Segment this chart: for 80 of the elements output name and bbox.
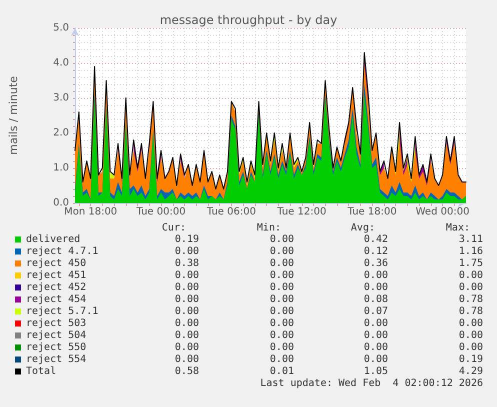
y-tick-label: 4.0 <box>53 58 69 68</box>
text: 0.00 <box>174 318 199 329</box>
legend-label: Total <box>26 366 56 377</box>
text: 0.12 <box>364 246 388 257</box>
y-tick-label: 5.0 <box>53 22 69 34</box>
y-tick-label: 3.0 <box>53 92 69 104</box>
legend-label: reject 554 <box>26 354 86 365</box>
text: 0.00 <box>174 342 199 353</box>
text: 0.19 <box>458 354 483 365</box>
text: 3.11 <box>458 234 483 245</box>
x-tick-label: Tue 12:00 <box>276 206 326 218</box>
text: 0.00 <box>364 318 388 329</box>
legend-label: reject 4.7.1 <box>26 246 98 257</box>
legend-label: reject 550 <box>26 342 86 353</box>
text: 0.00 <box>458 330 483 341</box>
text: 0.00 <box>174 282 199 293</box>
text: 0.00 <box>270 270 294 281</box>
text: 0.00 <box>270 306 294 317</box>
y-tick-label: 2.0 <box>53 128 69 138</box>
text: 0.00 <box>174 270 199 281</box>
text: 0.00 <box>458 282 483 293</box>
text: 0.00 <box>174 354 199 365</box>
text: 0.00 <box>270 318 294 329</box>
text: 0.78 <box>458 294 483 305</box>
legend-label: reject 5.7.1 <box>26 306 98 317</box>
text: 0.19 <box>174 234 199 245</box>
text: 0.00 <box>174 330 199 341</box>
text: 0.00 <box>174 246 199 257</box>
text: Min: <box>256 222 281 234</box>
text: 0.00 <box>270 342 294 353</box>
text: 0.38 <box>174 258 199 269</box>
text: 0.00 <box>364 270 388 281</box>
text: 1.75 <box>458 258 483 269</box>
text: 0.00 <box>270 294 294 305</box>
legend-label: reject 452 <box>26 282 86 293</box>
text: 0.58 <box>174 366 199 377</box>
x-tick-label: Wed 00:00 <box>416 206 470 218</box>
legend-label: reject 451 <box>26 270 86 281</box>
text: 0.07 <box>364 306 388 317</box>
text: Max: <box>446 222 470 234</box>
line-series <box>74 52 466 190</box>
legend-label: reject 504 <box>26 330 86 341</box>
chart-title: message throughput - by day <box>160 13 338 27</box>
text: 0.00 <box>270 258 294 269</box>
text: 0.00 <box>270 354 294 365</box>
legend-label: delivered <box>26 234 80 245</box>
text: Avg: <box>350 222 375 234</box>
x-tick-label: Tue 18:00 <box>346 206 397 218</box>
text: Cur: <box>162 222 186 234</box>
y-tick-label: 1.0 <box>53 162 69 174</box>
legend-label: reject 454 <box>26 294 86 305</box>
legend-label: reject 450 <box>26 258 86 269</box>
text: 0.00 <box>270 246 294 257</box>
x-tick-label: Tue 00:00 <box>135 206 186 218</box>
text: 0.01 <box>270 366 294 377</box>
x-tick-label: Mon 18:00 <box>64 206 118 218</box>
text: 0.00 <box>458 270 483 281</box>
text: Last update: Wed Feb 4 02:00:12 2026 <box>260 378 483 389</box>
text: 0.00 <box>458 318 483 329</box>
text: 4.29 <box>458 366 483 377</box>
text: 0.00 <box>270 330 294 341</box>
text: 0.08 <box>364 294 388 305</box>
text: 0.00 <box>270 234 294 245</box>
text: 0.00 <box>364 330 388 341</box>
legend-label: reject 503 <box>26 318 86 329</box>
y-axis-title: mails / minute <box>7 76 20 155</box>
text: 0.36 <box>364 258 388 269</box>
x-tick-label: Tue 06:00 <box>206 206 256 218</box>
y-tick-label: 0.0 <box>53 198 69 208</box>
text: 0.42 <box>364 234 388 245</box>
text: 0.78 <box>458 306 483 317</box>
text: 0.00 <box>364 342 388 353</box>
text: 0.00 <box>364 282 388 293</box>
text: 0.00 <box>270 282 294 293</box>
text: 1.05 <box>364 366 388 377</box>
text: 0.00 <box>174 306 199 317</box>
text: 0.00 <box>364 354 388 365</box>
text: 0.00 <box>458 342 483 353</box>
text: 1.16 <box>458 246 483 257</box>
text: 0.00 <box>174 294 199 305</box>
